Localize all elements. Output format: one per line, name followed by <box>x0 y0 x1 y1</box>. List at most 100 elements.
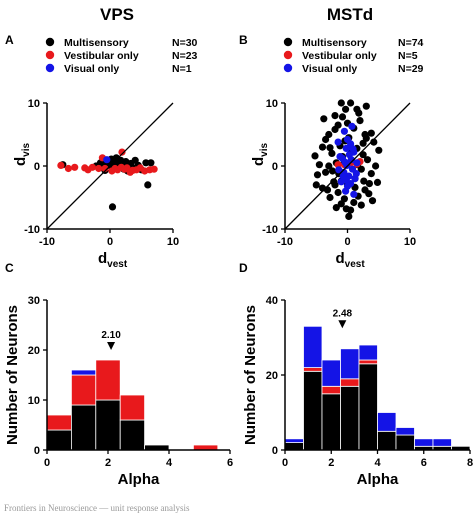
column-title-vps: VPS <box>100 5 134 24</box>
y-tick-label: 0 <box>272 445 278 457</box>
histogram-bar-segment <box>395 427 415 436</box>
scatter-point <box>144 181 152 189</box>
scatter-point <box>101 164 109 173</box>
page-caption: Frontiers in Neuroscience — unit respons… <box>4 503 190 513</box>
scatter-point <box>64 164 72 173</box>
scatter-point <box>337 99 345 107</box>
scatter-point <box>362 134 370 142</box>
histogram-bar-segment <box>119 419 145 451</box>
histogram-bar-segment <box>432 438 452 447</box>
x-tick-label: 0 <box>44 457 50 469</box>
legend-marker <box>283 37 293 47</box>
scatter-point <box>363 156 372 164</box>
scatter-point <box>336 153 344 161</box>
scatter-point <box>367 129 375 137</box>
panel-letter: C <box>5 261 14 275</box>
scatter-point <box>356 117 364 125</box>
unity-line <box>284 102 411 230</box>
histogram-bar-segment <box>46 429 72 451</box>
histogram-bar-segment <box>321 385 341 395</box>
panel-letter: B <box>239 33 248 47</box>
x-tick-label: -10 <box>277 236 293 248</box>
legend-marker <box>283 50 293 60</box>
x-tick-label: 10 <box>404 236 416 248</box>
scatter-point <box>342 187 350 195</box>
legend-marker <box>45 50 55 60</box>
scatter-point <box>349 145 357 153</box>
histogram-bar-segment <box>377 430 397 451</box>
scatter-point <box>365 190 373 198</box>
column-title-mstd: MSTd <box>327 5 373 24</box>
histogram-bar-segment <box>340 385 360 451</box>
legend-count: N=1 <box>172 63 192 75</box>
panel-d: D 2.48 0 20 40 0 2 4 6 8 Alpha Number of Neurons <box>239 261 473 488</box>
histogram-bar-segment <box>303 367 323 372</box>
x-tick-label: 4 <box>374 457 381 469</box>
scatter-point <box>340 127 348 135</box>
scatter-point <box>373 178 382 186</box>
scatter-point <box>315 161 323 169</box>
scatter-point <box>311 152 319 160</box>
scatter-point <box>150 165 158 173</box>
histogram-bar-segment <box>284 438 304 443</box>
legend-label: Vestibular only <box>302 50 377 62</box>
histogram-bar-segment <box>358 344 378 361</box>
scatter-point <box>365 180 373 188</box>
histogram-bar-segment <box>303 370 323 451</box>
scatter-point <box>322 168 330 176</box>
legend-label: Multisensory <box>302 37 367 49</box>
legend-count: N=5 <box>398 50 418 62</box>
median-marker-icon <box>107 342 116 350</box>
legend-label: Multisensory <box>64 37 129 49</box>
scatter-point <box>103 156 111 164</box>
scatter-point <box>108 203 117 211</box>
legend-count: N=29 <box>398 63 424 75</box>
y-tick-label: 20 <box>266 370 278 382</box>
x-tick-label: 6 <box>227 457 233 469</box>
scatter-point <box>342 176 350 184</box>
legend-label: Vestibular only <box>64 50 139 62</box>
histogram-bar-segment <box>377 412 397 432</box>
scatter-point <box>326 193 334 202</box>
histogram-bar-segment <box>284 442 304 451</box>
histogram-bar-segment <box>71 404 97 451</box>
scatter-point <box>313 171 322 179</box>
histogram-bar-segment <box>95 399 121 451</box>
panel-letter: A <box>5 33 14 47</box>
y-axis-label: Number of Neurons <box>242 305 259 445</box>
histogram-bar-segment <box>321 359 341 387</box>
scatter-point <box>345 212 353 220</box>
legend-count: N=74 <box>398 37 424 49</box>
scatter-point <box>326 144 334 152</box>
y-tick-label: -10 <box>262 224 278 236</box>
legend-marker <box>45 37 55 47</box>
scatter-point <box>368 197 377 205</box>
legend-count: N=23 <box>172 50 198 62</box>
y-tick-label: -10 <box>24 224 40 236</box>
x-tick-label: 0 <box>344 236 350 248</box>
scatter-point <box>334 188 342 197</box>
median-label: 2.48 <box>333 308 353 319</box>
y-tick-label: 30 <box>28 295 40 307</box>
scatter-point <box>334 121 342 129</box>
legend-count: N=30 <box>172 37 198 49</box>
scatter-point <box>362 102 370 110</box>
x-axis-label: Alpha <box>357 471 399 488</box>
scatter-point <box>357 201 365 209</box>
histogram-bar-segment <box>340 348 360 380</box>
unity-line <box>46 102 174 230</box>
scatter-point <box>343 161 351 169</box>
histogram-bar-segment <box>340 378 360 387</box>
x-axis-label: dvest <box>98 250 128 270</box>
scatter-point <box>340 195 348 203</box>
legend-marker <box>45 63 55 73</box>
scatter-point <box>322 135 330 144</box>
scatter-point <box>370 138 378 146</box>
y-tick-label: 10 <box>28 395 40 407</box>
histogram-bar-segment <box>395 434 415 451</box>
x-tick-label: 4 <box>166 457 173 469</box>
y-tick-label: 10 <box>266 98 278 110</box>
histogram-bar-segment <box>71 374 97 406</box>
scatter-point <box>372 162 380 170</box>
